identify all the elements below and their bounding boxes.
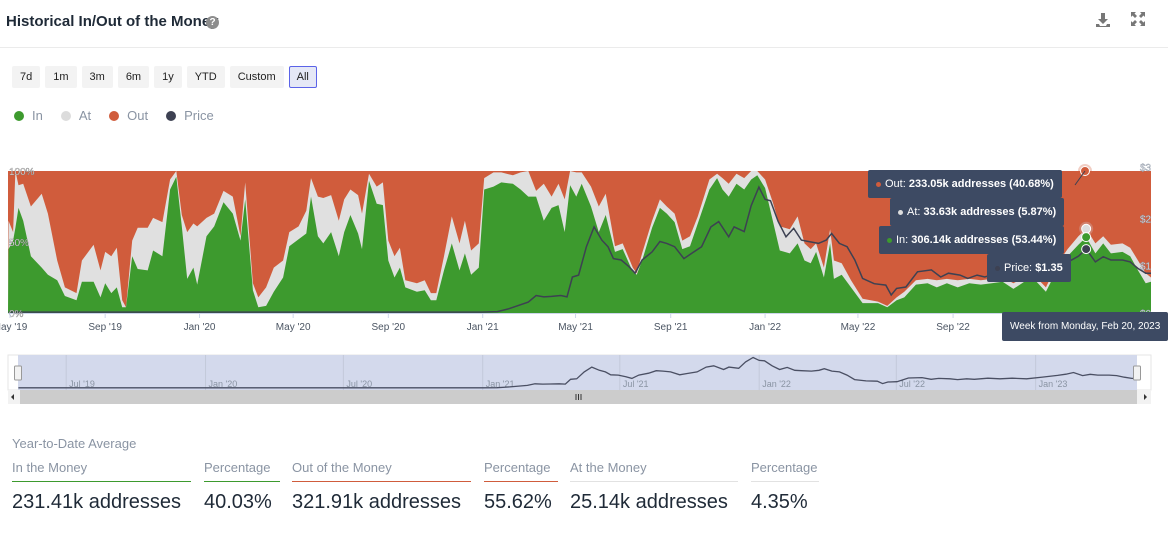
download-icon[interactable]	[1093, 12, 1113, 32]
tooltip-in-label: In:	[896, 234, 909, 246]
stat-value: 321.91k addresses	[292, 491, 462, 513]
hover-marker-at	[1081, 223, 1092, 234]
legend-item-price[interactable]: Price	[166, 108, 214, 123]
tooltip-at-label: At:	[907, 206, 921, 218]
range-button-ytd[interactable]: YTD	[186, 66, 225, 88]
scroll-right-arrow-icon[interactable]	[1144, 394, 1147, 400]
stat-value: 4.35%	[751, 491, 808, 513]
navigator-tick-label: Jan '22	[762, 379, 791, 389]
x-tick-label: Jan '20	[184, 322, 216, 333]
y-right-tick-label: $2	[1140, 214, 1152, 225]
tooltip-price: Price: $1.35	[987, 254, 1071, 282]
x-tick-label: Jan '21	[467, 322, 499, 333]
stat-value: 55.62%	[484, 491, 552, 513]
navigator-tick-label: Jul '22	[899, 379, 925, 389]
y-tick-label: 50%	[9, 238, 29, 249]
range-button-all[interactable]: All	[288, 66, 317, 88]
tooltip-in-value: 306.14k addresses (53.44%)	[911, 234, 1057, 246]
legend-dot-in	[14, 110, 24, 121]
navigator-handle-left[interactable]	[14, 365, 22, 381]
stat-in-the-money: In the Money 231.41k addresses	[12, 460, 191, 514]
range-button-1m[interactable]: 1m	[45, 66, 77, 88]
stat-out-of-the-money: Out of the Money 321.91k addresses	[292, 460, 471, 514]
navigator-selection	[18, 355, 1137, 390]
range-button-6m[interactable]: 6m	[117, 66, 150, 88]
y-tick-label: 100%	[9, 167, 35, 178]
navigator-price-line	[18, 356, 1138, 389]
stat-label: Percentage	[751, 460, 819, 482]
tooltip-price-value: $1.35	[1035, 262, 1063, 274]
x-tick-label: May '20	[276, 322, 311, 333]
question-circle-icon[interactable]: ?	[206, 16, 219, 29]
legend-item-in[interactable]: In	[14, 108, 43, 123]
x-tick-label: Sep '19	[88, 322, 122, 333]
legend-label: In	[32, 108, 43, 123]
stat-in-percentage: Percentage 40.03%	[204, 460, 280, 514]
x-tick-label: Sep '22	[936, 322, 970, 333]
navigator-tick-label: Jan '21	[486, 379, 515, 389]
stat-at-percentage: Percentage 4.35%	[751, 460, 819, 514]
page-title: Historical In/Out of the Money	[6, 13, 219, 30]
scroll-left-arrow-icon[interactable]	[11, 394, 14, 400]
legend-dot-price	[166, 110, 177, 121]
navigator-tick-label: Jul '19	[69, 379, 95, 389]
navigator-tick-label: Jul '20	[346, 379, 372, 389]
expand-icon[interactable]	[1128, 12, 1148, 32]
scrollbar-grip-icon	[575, 394, 582, 400]
stat-label: Percentage	[484, 460, 558, 482]
legend-label: At	[78, 108, 92, 123]
x-tick-label: May '21	[558, 322, 593, 333]
tooltip-in: In: 306.14k addresses (53.44%)	[879, 226, 1065, 254]
tooltip-out-value: 233.05k addresses (40.68%)	[908, 178, 1054, 190]
range-button-7d[interactable]: 7d	[12, 66, 41, 88]
navigator-tick-label: Jan '23	[1039, 379, 1068, 389]
ytd-title: Year-to-Date Average	[12, 436, 137, 451]
x-tick-label: May '19	[0, 322, 28, 333]
stat-label: At the Money	[570, 460, 738, 482]
in-area	[8, 175, 1151, 313]
legend-item-at[interactable]: At	[60, 108, 92, 123]
ytd-stats: Year-to-Date Average In the Money 231.41k…	[12, 436, 819, 513]
y-tick-label: 0%	[9, 309, 24, 320]
stat-label: Percentage	[204, 460, 280, 482]
hover-marker-price	[1081, 244, 1092, 255]
x-tick-label: Jan '22	[749, 322, 781, 333]
range-button-1y[interactable]: 1y	[154, 66, 182, 88]
legend-label: Out	[127, 108, 149, 123]
stat-out-percentage: Percentage 55.62%	[484, 460, 558, 514]
stat-value: 231.41k addresses	[12, 491, 182, 513]
tooltip-at-value: 33.63k addresses (5.87%)	[923, 206, 1057, 218]
tooltip-week: Week from Monday, Feb 20, 2023	[1002, 312, 1168, 341]
stat-at-the-money: At the Money 25.14k addresses	[570, 460, 738, 514]
legend-item-out[interactable]: Out	[109, 108, 148, 123]
chart-legend: In At Out Price	[14, 108, 214, 123]
navigator-tick-label: Jan '20	[209, 379, 238, 389]
legend-dot-at	[60, 110, 71, 121]
x-tick-label: May '22	[841, 322, 876, 333]
legend-dot-out	[109, 110, 120, 121]
hover-marker-in	[1081, 232, 1092, 243]
range-button-custom[interactable]: Custom	[229, 66, 284, 88]
stat-label: Out of the Money	[292, 460, 471, 482]
tooltip-price-label: Price:	[1004, 262, 1033, 274]
tooltip-out-label: Out:	[885, 178, 906, 190]
header-divider	[0, 47, 1168, 48]
legend-label: Price	[184, 108, 214, 123]
stat-value: 40.03%	[204, 491, 272, 513]
navigator-tick-label: Jul '21	[623, 379, 649, 389]
stat-value: 25.14k addresses	[570, 491, 728, 513]
range-selector: 7d 1m 3m 6m 1y YTD Custom All	[12, 66, 317, 88]
x-tick-label: Sep '20	[372, 322, 406, 333]
x-tick-label: Sep '21	[654, 322, 688, 333]
range-button-3m[interactable]: 3m	[81, 66, 113, 88]
tooltip-at: At: 33.63k addresses (5.87%)	[890, 198, 1065, 226]
tooltip-out: Out: 233.05k addresses (40.68%)	[868, 170, 1062, 198]
y-right-tick-label: $3	[1140, 163, 1152, 174]
y-right-tick-label: $1	[1140, 262, 1152, 273]
stat-label: In the Money	[12, 460, 191, 482]
navigator-handle-right[interactable]	[1133, 365, 1141, 381]
tooltip-connector	[1074, 170, 1086, 186]
